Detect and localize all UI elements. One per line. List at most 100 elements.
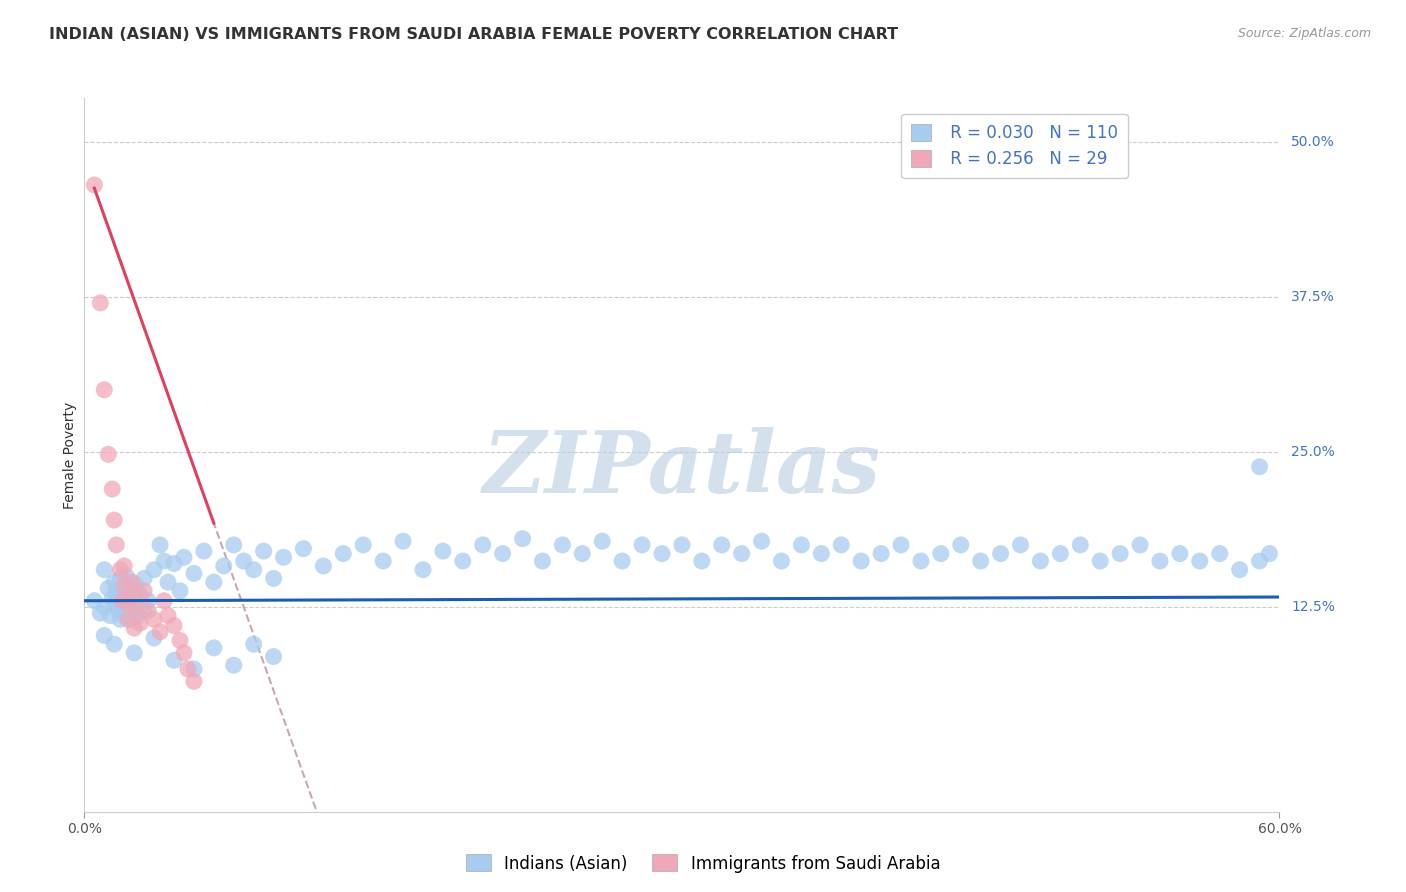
Point — [127, 608, 149, 623]
Point — [132, 583, 156, 598]
Point — [110, 612, 132, 626]
Point — [212, 559, 235, 574]
Point — [163, 653, 186, 667]
Point — [1188, 554, 1211, 568]
Point — [103, 575, 125, 590]
Point — [149, 538, 172, 552]
Point — [970, 554, 993, 568]
Point — [103, 596, 125, 610]
Point — [111, 588, 134, 602]
Point — [551, 538, 574, 552]
Point — [631, 538, 654, 552]
Point — [751, 534, 773, 549]
Point — [610, 554, 633, 568]
Point — [949, 538, 972, 552]
Point — [112, 579, 135, 593]
Point — [202, 575, 225, 590]
Text: Source: ZipAtlas.com: Source: ZipAtlas.com — [1237, 27, 1371, 40]
Point — [1149, 554, 1171, 568]
Point — [273, 550, 295, 565]
Text: 37.5%: 37.5% — [1291, 290, 1336, 303]
Point — [149, 624, 172, 639]
Point — [177, 662, 200, 676]
Point — [112, 559, 135, 574]
Point — [352, 538, 374, 552]
Point — [173, 646, 195, 660]
Point — [830, 538, 852, 552]
Point — [143, 631, 166, 645]
Point — [129, 616, 152, 631]
Point — [115, 569, 138, 583]
Point — [112, 579, 135, 593]
Point — [183, 662, 205, 676]
Point — [115, 596, 138, 610]
Point — [122, 596, 145, 610]
Legend:  R = 0.030   N = 110,  R = 0.256   N = 29: R = 0.030 N = 110, R = 0.256 N = 29 — [901, 113, 1128, 178]
Point — [121, 575, 143, 590]
Point — [103, 513, 125, 527]
Point — [1249, 459, 1271, 474]
Point — [143, 612, 166, 626]
Point — [125, 599, 148, 614]
Point — [120, 593, 142, 607]
Point — [93, 599, 115, 614]
Point — [105, 583, 128, 598]
Point — [1049, 547, 1071, 561]
Point — [111, 599, 134, 614]
Point — [242, 637, 264, 651]
Point — [591, 534, 613, 549]
Point — [122, 646, 145, 660]
Point — [671, 538, 693, 552]
Point — [292, 541, 315, 556]
Point — [169, 583, 191, 598]
Text: ZIPatlas: ZIPatlas — [482, 427, 882, 511]
Point — [132, 571, 156, 585]
Point — [122, 583, 145, 598]
Text: 25.0%: 25.0% — [1291, 445, 1336, 458]
Point — [193, 544, 215, 558]
Point — [163, 557, 186, 571]
Point — [1249, 554, 1271, 568]
Point — [492, 547, 515, 561]
Point — [1010, 538, 1032, 552]
Point — [89, 296, 111, 310]
Point — [770, 554, 793, 568]
Point — [849, 554, 872, 568]
Point — [107, 604, 129, 618]
Point — [1208, 547, 1230, 561]
Point — [163, 618, 186, 632]
Point — [83, 178, 105, 192]
Legend: Indians (Asian), Immigrants from Saudi Arabia: Indians (Asian), Immigrants from Saudi A… — [458, 847, 948, 880]
Point — [136, 604, 159, 618]
Point — [1069, 538, 1091, 552]
Point — [242, 563, 264, 577]
Point — [117, 596, 139, 610]
Point — [790, 538, 813, 552]
Point — [312, 559, 335, 574]
Point — [122, 621, 145, 635]
Text: 50.0%: 50.0% — [1291, 135, 1336, 149]
Point — [1129, 538, 1152, 552]
Point — [97, 582, 120, 596]
Point — [810, 547, 832, 561]
Point — [1029, 554, 1052, 568]
Point — [157, 575, 180, 590]
Point — [169, 633, 191, 648]
Point — [101, 591, 124, 606]
Point — [1168, 547, 1191, 561]
Point — [202, 640, 225, 655]
Point — [122, 588, 145, 602]
Point — [83, 593, 105, 607]
Point — [412, 563, 434, 577]
Point — [153, 554, 176, 568]
Point — [117, 588, 139, 602]
Point — [183, 566, 205, 581]
Point — [121, 612, 143, 626]
Point — [222, 658, 245, 673]
Point — [432, 544, 454, 558]
Text: INDIAN (ASIAN) VS IMMIGRANTS FROM SAUDI ARABIA FEMALE POVERTY CORRELATION CHART: INDIAN (ASIAN) VS IMMIGRANTS FROM SAUDI … — [49, 27, 898, 42]
Point — [183, 674, 205, 689]
Text: 12.5%: 12.5% — [1291, 600, 1336, 614]
Point — [731, 547, 754, 561]
Point — [512, 532, 534, 546]
